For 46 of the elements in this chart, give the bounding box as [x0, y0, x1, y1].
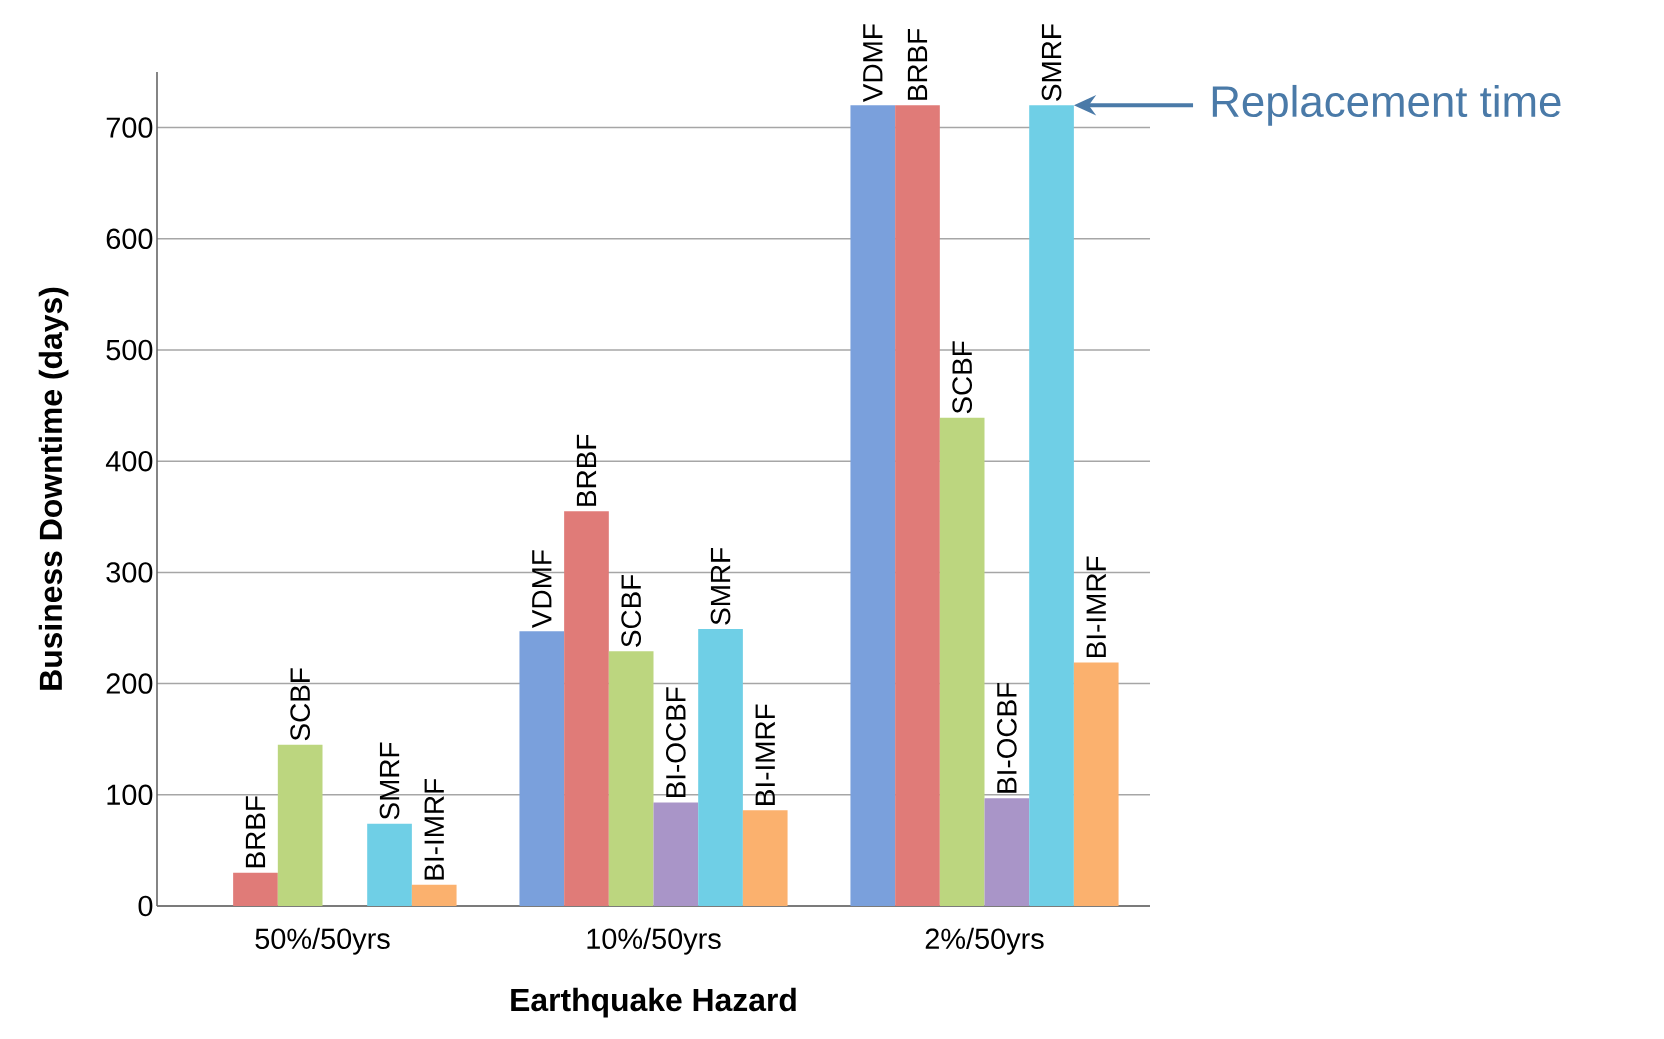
y-axis-title: Business Downtime (days) — [38, 287, 69, 690]
bar — [742, 810, 788, 906]
text: VDMF — [532, 550, 552, 629]
text: BRBF — [576, 434, 597, 506]
bar — [519, 631, 565, 906]
x-tick-label: 2%/50yrs — [925, 927, 1044, 955]
text: SCBF — [290, 668, 311, 741]
text: SMRF — [710, 548, 731, 625]
text: Replacement time — [1212, 84, 1561, 126]
y-tick-label: 300 — [106, 562, 153, 583]
text: BI-OCBF — [996, 682, 1017, 793]
text: SMRF — [379, 742, 400, 820]
text: SCBF — [621, 574, 642, 647]
text: BRBF — [245, 796, 266, 868]
bar — [653, 802, 699, 906]
bar — [850, 105, 896, 906]
text: SCBF — [952, 341, 973, 414]
x-tick-label: 50%/50yrs — [255, 927, 390, 955]
bar — [367, 823, 412, 906]
text: VDMF — [863, 24, 883, 103]
y-tick-label: 400 — [105, 450, 153, 472]
bar — [608, 651, 654, 906]
bar — [1073, 662, 1119, 906]
x-axis-title: Earthquake Hazard — [511, 987, 796, 1018]
text: BRBF — [907, 28, 928, 100]
y-tick-label: 700 — [106, 117, 153, 138]
text: BI-OCBF — [665, 687, 686, 798]
y-tick-label: 0 — [138, 895, 153, 917]
y-tick-label: 200 — [106, 673, 153, 694]
bar — [411, 884, 457, 906]
bar — [895, 105, 940, 906]
text: BI-IMRF — [424, 778, 444, 880]
text: SMRF — [1041, 24, 1062, 101]
text: BI-IMRF — [755, 704, 775, 805]
x-tick-label: 10%/50yrs — [587, 927, 721, 955]
y-tick-label: 100 — [107, 784, 153, 806]
bar — [1029, 105, 1074, 906]
y-tick-label: 600 — [106, 228, 153, 250]
bar — [698, 629, 743, 906]
bar — [984, 798, 1030, 906]
bar — [564, 511, 609, 906]
bar — [939, 417, 985, 906]
text: BI-IMRF — [1086, 556, 1106, 657]
bar — [233, 872, 278, 906]
y-tick-label: 500 — [106, 339, 153, 361]
bar — [277, 744, 323, 906]
